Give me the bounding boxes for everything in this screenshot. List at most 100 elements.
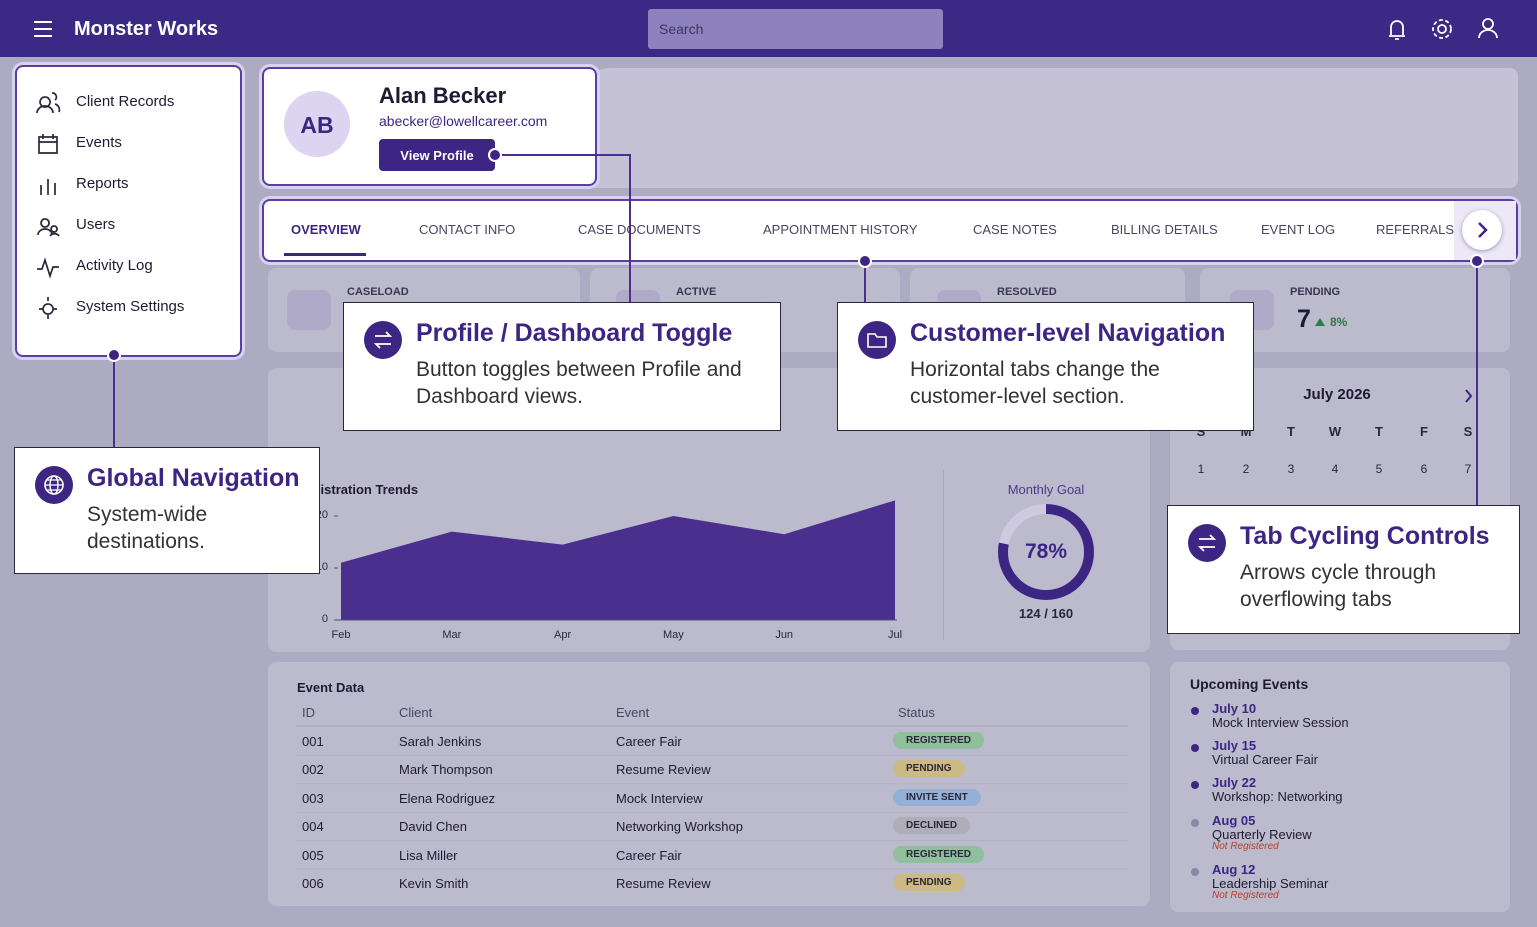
- event-name: Quarterly Review: [1212, 827, 1312, 842]
- status-badge: REGISTERED: [893, 845, 985, 863]
- active-tab-indicator: [284, 253, 366, 256]
- nav-icon: [40, 179, 56, 195]
- stat-label: RESOLVED: [997, 286, 1057, 298]
- table-cell: David Chen: [399, 819, 467, 835]
- table-header: ID: [302, 705, 315, 720]
- chevron: [1478, 222, 1488, 238]
- weekday: S: [1196, 424, 1206, 439]
- tab[interactable]: BILLING DETAILS: [1111, 222, 1218, 237]
- callout: Customer-level Navigation Horizontal tabs…: [837, 302, 1254, 431]
- table-cell: 006: [302, 876, 324, 891]
- chart-title: Registration Trends: [296, 482, 419, 497]
- day: 4: [1331, 462, 1339, 476]
- nav-icon: [38, 134, 58, 154]
- callout-icon: [35, 466, 73, 504]
- tab[interactable]: EVENT LOG: [1261, 222, 1336, 237]
- table-title: Event Data: [297, 680, 365, 695]
- header-icons[interactable]: [1380, 0, 1530, 57]
- tab[interactable]: REFERRALS: [1376, 222, 1455, 237]
- menu-icon[interactable]: [30, 0, 70, 57]
- x-tick-label: Jun: [775, 629, 794, 641]
- day: 6: [1420, 462, 1428, 476]
- goal-progress: 124 / 160: [1018, 606, 1074, 621]
- stat-label: ACTIVE: [676, 286, 717, 298]
- event-dot: [1191, 707, 1199, 715]
- weekday: F: [1420, 424, 1428, 439]
- tab[interactable]: CASE DOCUMENTS: [578, 222, 701, 237]
- x-tick-label: Mar: [442, 629, 462, 641]
- table-cell: Sarah Jenkins: [399, 734, 482, 749]
- callout-title: Global Navigation: [87, 464, 300, 492]
- callout-description: Button toggles between Profile and Dashb…: [416, 358, 742, 408]
- tab[interactable]: APPOINTMENT HISTORY: [763, 222, 918, 237]
- next-tab-button[interactable]: [1462, 210, 1502, 250]
- callout-title: Customer-level Navigation: [910, 319, 1226, 347]
- table-cell: 005: [302, 847, 324, 863]
- callout-title: Tab Cycling Controls: [1240, 522, 1490, 550]
- callout: Profile / Dashboard Toggle Button toggles…: [343, 302, 781, 431]
- table-cell: Career Fair: [616, 734, 682, 749]
- nav-icon: [39, 297, 57, 319]
- event-dot: [1191, 868, 1199, 876]
- table-cell: Resume Review: [616, 876, 711, 891]
- table-cell: Kevin Smith: [399, 876, 469, 891]
- upcoming-title: Upcoming Events: [1190, 676, 1309, 692]
- event-date: July 22: [1212, 775, 1257, 790]
- nav-item[interactable]: Users: [76, 216, 116, 233]
- profile-name: Alan Becker: [379, 83, 507, 108]
- day: 5: [1375, 462, 1383, 476]
- weekday: T: [1287, 424, 1295, 439]
- profile-email: abecker@lowellcareer.com: [379, 113, 548, 129]
- nav-item[interactable]: System Settings: [76, 298, 185, 315]
- event-name: Leadership Seminar: [1212, 876, 1329, 891]
- tab[interactable]: CASE NOTES: [973, 222, 1057, 237]
- stat-change: 8%: [1330, 315, 1348, 329]
- stat-label: PENDING: [1290, 286, 1341, 298]
- event-date: July 10: [1212, 701, 1257, 716]
- event-name: Virtual Career Fair: [1212, 752, 1318, 767]
- day: 3: [1287, 462, 1295, 476]
- stat-value: 7: [1297, 305, 1311, 333]
- search-box[interactable]: Search: [648, 9, 943, 49]
- tab[interactable]: CONTACT INFO: [419, 222, 516, 237]
- nav-icon: [37, 218, 60, 237]
- calendar-next: [1465, 389, 1473, 403]
- event-dot: [1191, 744, 1199, 752]
- tab[interactable]: OVERVIEW: [291, 222, 361, 237]
- callout-icon: [858, 321, 896, 359]
- callout-title: Profile / Dashboard Toggle: [416, 319, 733, 347]
- table-cell: Resume Review: [616, 762, 711, 778]
- table-header: Event: [616, 705, 650, 720]
- profile-banner: [580, 68, 1518, 188]
- event-date: July 15: [1212, 738, 1257, 753]
- weekday: M: [1240, 424, 1252, 439]
- nav-item[interactable]: Client Records: [76, 93, 175, 110]
- nav-item[interactable]: Events: [76, 134, 122, 151]
- table-header: Status: [898, 705, 935, 720]
- divider: [943, 470, 944, 640]
- day: 7: [1464, 462, 1472, 476]
- sidebar: Client Records Events Reports Users Activity…: [15, 65, 242, 357]
- tab-bar: OVERVIEW CONTACT INFO CASE DOCUMENTS APPOIN…: [262, 199, 1518, 262]
- goal-label: Monthly Goal: [1007, 482, 1085, 497]
- stat-icon: [287, 290, 331, 330]
- weekday: S: [1463, 424, 1473, 439]
- table-cell: 002: [302, 762, 324, 778]
- event-dot: [1191, 781, 1199, 789]
- table-cell: Mark Thompson: [399, 762, 493, 778]
- callout: Tab Cycling Controls Arrows cycle through…: [1167, 505, 1520, 634]
- event-note: Not Registered: [1212, 841, 1279, 852]
- status-badge: PENDING: [893, 874, 965, 891]
- table-cell: 003: [302, 790, 324, 806]
- nav-item[interactable]: Activity Log: [76, 257, 153, 274]
- nav-item[interactable]: Reports: [76, 175, 129, 192]
- avatar-initials: AB: [300, 112, 334, 138]
- goal-percent: 78%: [1024, 540, 1068, 563]
- nav-icon: [36, 92, 61, 114]
- table-cell: Mock Interview: [616, 790, 703, 806]
- view-profile-button[interactable]: View Profile: [379, 139, 495, 171]
- status-badge: REGISTERED: [893, 732, 985, 749]
- table-header: Client: [399, 705, 433, 720]
- x-tick-label: Feb: [331, 629, 351, 641]
